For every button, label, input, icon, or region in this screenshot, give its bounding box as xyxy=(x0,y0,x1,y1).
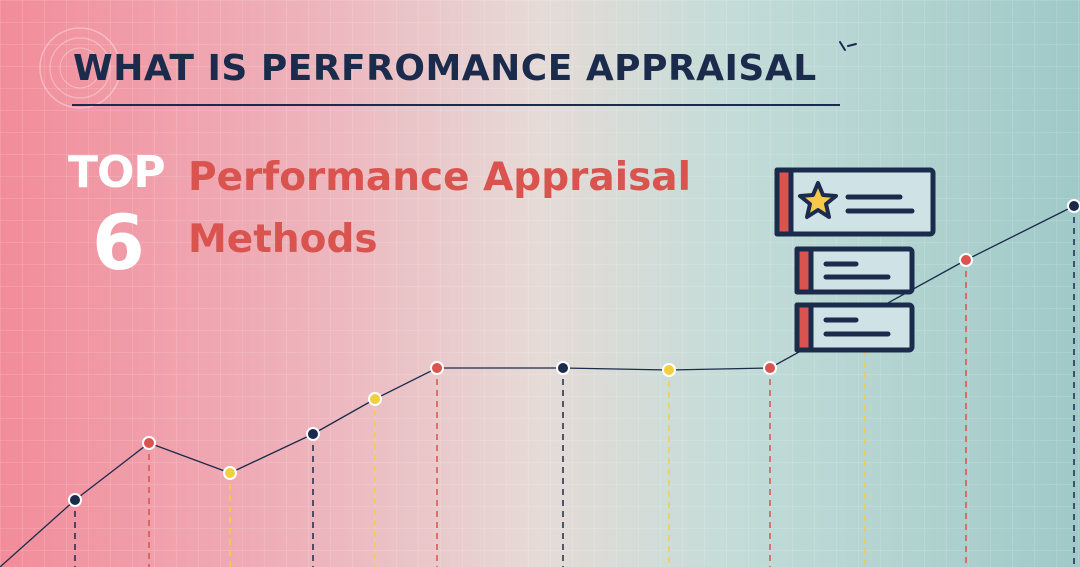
decorative-rings xyxy=(39,27,121,109)
drop-lines xyxy=(74,206,1075,567)
subtitle-line-1: Performance Appraisal xyxy=(188,155,691,200)
page-title: WHAT IS PERFROMANCE APPRAISAL xyxy=(73,48,817,89)
top-label: TOP xyxy=(68,147,166,198)
star-rating-cards-icon xyxy=(774,167,936,353)
title-underline xyxy=(72,104,840,106)
subtitle-line-2: Methods xyxy=(188,217,378,262)
top-number: 6 xyxy=(92,198,145,287)
sparkle-lines-icon xyxy=(839,41,857,51)
trend-points xyxy=(68,199,1080,507)
subtitle: Performance Appraisal Methods xyxy=(188,147,691,271)
